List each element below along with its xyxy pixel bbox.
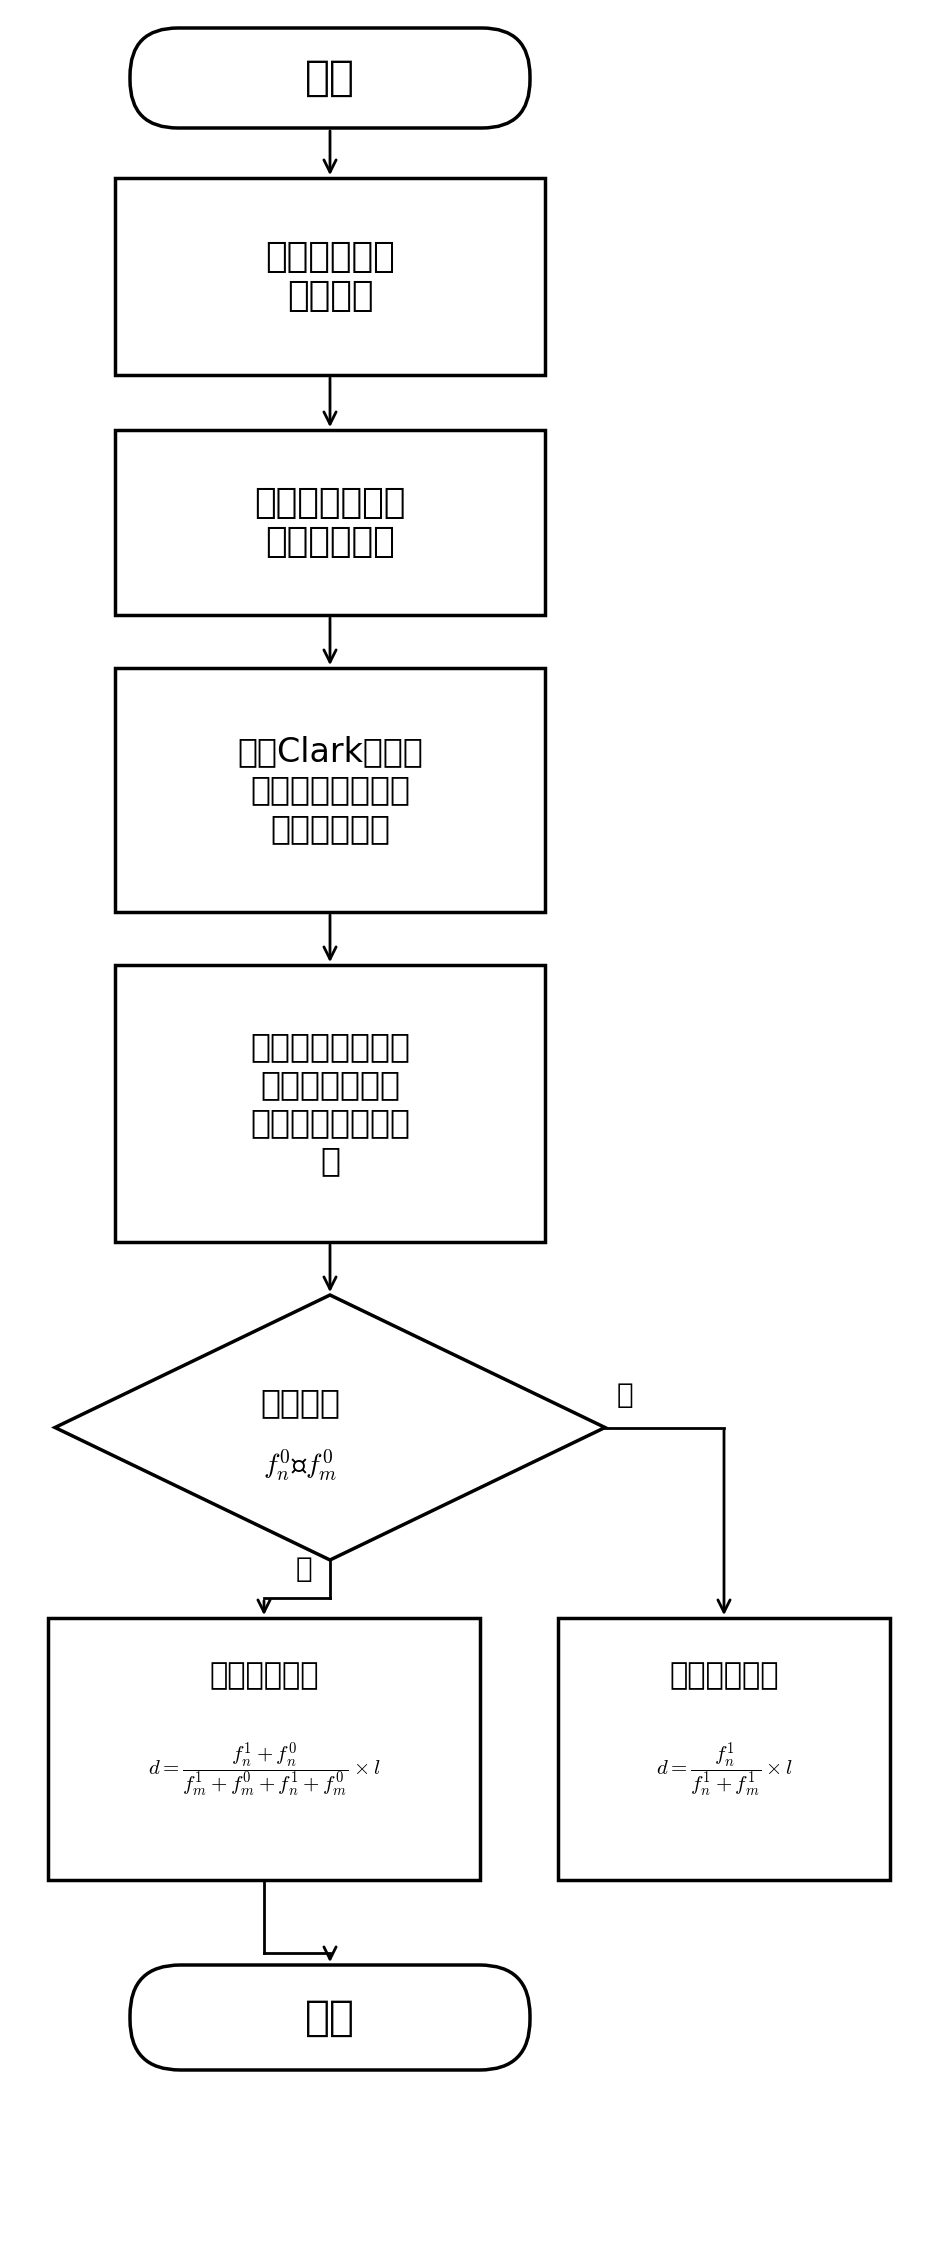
Text: 特殊测距公式: 特殊测距公式	[669, 1661, 779, 1690]
Bar	[48, 1618, 480, 1881]
FancyBboxPatch shape	[130, 27, 530, 129]
Text: 是: 是	[295, 1555, 312, 1584]
Bar	[115, 964, 545, 1242]
Text: 结束: 结束	[305, 1996, 355, 2039]
Text: $d=\dfrac{f_n^1}{f_n^1+f_m^1}\times l$: $d=\dfrac{f_n^1}{f_n^1+f_m^1}\times l$	[655, 1740, 792, 1799]
Text: 采集线路两端
故障电流: 采集线路两端 故障电流	[265, 240, 395, 312]
Polygon shape	[55, 1294, 605, 1559]
Bar	[115, 668, 545, 912]
Text: 开始: 开始	[305, 57, 355, 100]
Text: $d=\dfrac{f_n^1+f_n^0}{f_m^1+f_m^0+f_n^1+f_m^0}\times l$: $d=\dfrac{f_n^1+f_n^0}{f_m^1+f_m^0+f_n^1…	[148, 1740, 380, 1799]
Bar	[115, 430, 545, 616]
Text: 同时测得: 同时测得	[260, 1385, 340, 1419]
Bar	[115, 179, 545, 376]
Text: 否: 否	[617, 1380, 633, 1410]
FancyBboxPatch shape	[130, 1964, 530, 2071]
Text: 分别对两端行波电
流进行小波包分
析，并确定自然频
率: 分别对两端行波电 流进行小波包分 析，并确定自然频 率	[250, 1030, 410, 1177]
Text: $f_n^0$、$f_m^0$: $f_n^0$、$f_m^0$	[262, 1448, 337, 1482]
Bar	[558, 1618, 890, 1881]
Text: 利用全周法获得
暂态行波电流: 利用全周法获得 暂态行波电流	[254, 487, 406, 559]
Text: 一般测距公式: 一般测距公式	[210, 1661, 319, 1690]
Text: 利用Clark矩阵进
行相模变化获得线
模、地模分量: 利用Clark矩阵进 行相模变化获得线 模、地模分量	[237, 735, 423, 844]
